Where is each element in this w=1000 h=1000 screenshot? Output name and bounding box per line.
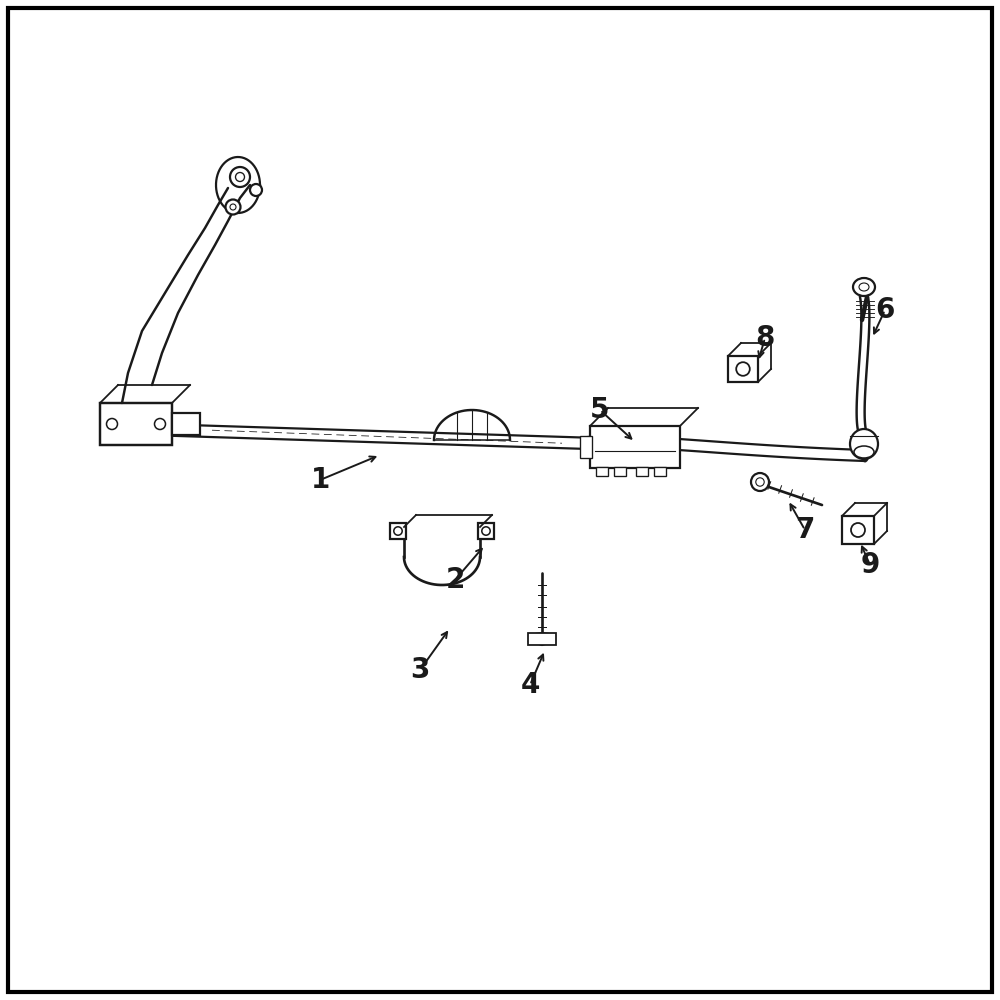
Circle shape: [230, 167, 250, 187]
Text: 2: 2: [445, 566, 465, 594]
Circle shape: [226, 199, 240, 214]
Bar: [478, 523, 494, 539]
Circle shape: [154, 418, 166, 430]
Text: 1: 1: [310, 466, 330, 494]
Ellipse shape: [859, 283, 869, 291]
Ellipse shape: [862, 450, 868, 461]
Circle shape: [394, 527, 402, 535]
Text: 9: 9: [860, 551, 880, 579]
Circle shape: [236, 172, 244, 182]
Ellipse shape: [850, 429, 878, 459]
Circle shape: [736, 362, 750, 376]
Bar: [842, 516, 874, 544]
Ellipse shape: [853, 278, 875, 296]
Bar: [590, 426, 680, 468]
Ellipse shape: [854, 446, 874, 458]
Circle shape: [751, 473, 769, 491]
Text: 8: 8: [755, 324, 775, 352]
Bar: [528, 633, 556, 645]
Circle shape: [482, 527, 490, 535]
Text: 7: 7: [795, 516, 815, 544]
Circle shape: [250, 184, 262, 196]
Bar: [172, 413, 200, 435]
Text: 6: 6: [875, 296, 895, 324]
Bar: [728, 356, 758, 382]
Text: 5: 5: [590, 396, 610, 424]
Bar: [580, 436, 592, 458]
Text: 3: 3: [410, 656, 430, 684]
Bar: [636, 467, 648, 476]
Bar: [596, 467, 608, 476]
Bar: [390, 523, 406, 539]
Circle shape: [851, 523, 865, 537]
Circle shape: [230, 204, 236, 210]
Circle shape: [756, 478, 764, 486]
Bar: [614, 467, 626, 476]
Text: 4: 4: [520, 671, 540, 699]
Bar: [100, 403, 172, 445]
Circle shape: [107, 418, 118, 430]
Bar: [654, 467, 666, 476]
